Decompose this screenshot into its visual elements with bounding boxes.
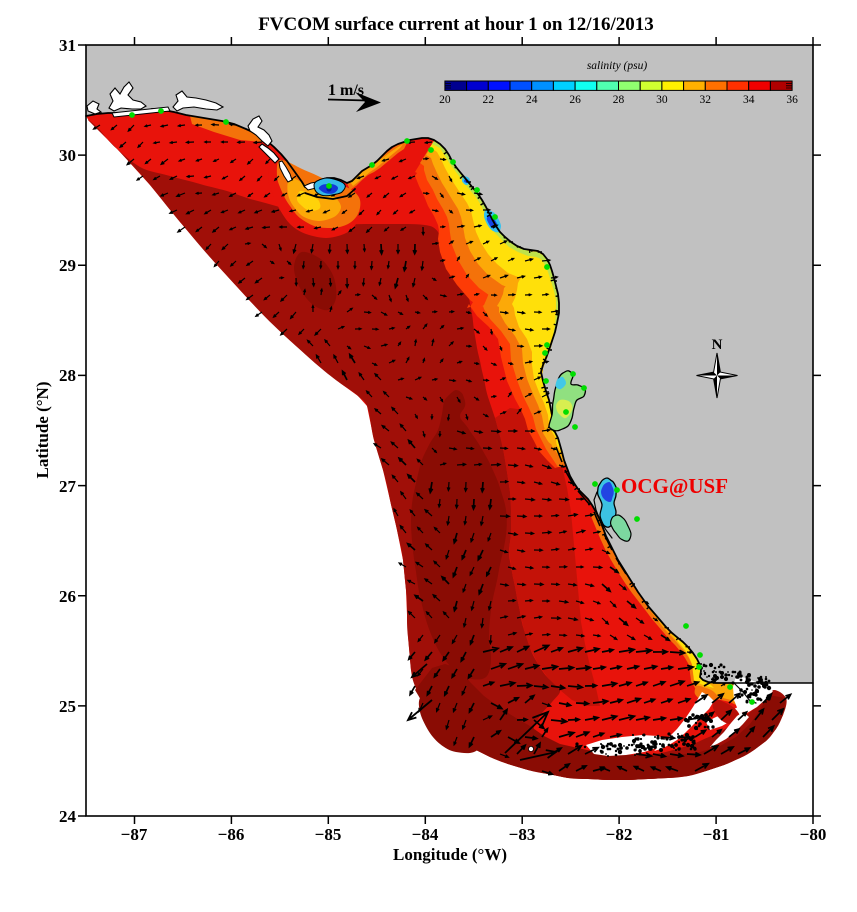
- svg-text:N: N: [712, 337, 723, 353]
- svg-text:32: 32: [700, 94, 712, 106]
- svg-text:FVCOM surface current at hour: FVCOM surface current at hour 1 on 12/16…: [258, 14, 654, 35]
- svg-text:34: 34: [743, 94, 755, 106]
- svg-text:Latitude (°N): Latitude (°N): [33, 382, 52, 479]
- svg-text:25: 25: [59, 697, 76, 716]
- svg-text:−80: −80: [800, 825, 827, 844]
- svg-text:27: 27: [59, 477, 77, 496]
- svg-text:26: 26: [569, 94, 581, 106]
- svg-text:−82: −82: [606, 825, 633, 844]
- svg-text:−85: −85: [315, 825, 342, 844]
- svg-text:29: 29: [59, 256, 76, 275]
- svg-text:20: 20: [439, 94, 451, 106]
- svg-text:31: 31: [59, 36, 76, 55]
- svg-text:1 m/s: 1 m/s: [328, 82, 364, 99]
- svg-text:salinity (psu): salinity (psu): [587, 60, 648, 72]
- svg-text:22: 22: [483, 94, 495, 106]
- svg-text:24: 24: [59, 807, 77, 826]
- svg-text:−87: −87: [121, 825, 148, 844]
- svg-text:28: 28: [59, 366, 76, 385]
- svg-text:36: 36: [786, 94, 798, 106]
- svg-text:−84: −84: [412, 825, 439, 844]
- svg-text:−83: −83: [509, 825, 536, 844]
- svg-text:−81: −81: [703, 825, 730, 844]
- svg-text:OCG@USF: OCG@USF: [621, 474, 728, 498]
- svg-text:24: 24: [526, 94, 538, 106]
- svg-text:28: 28: [613, 94, 625, 106]
- svg-text:30: 30: [656, 94, 668, 106]
- svg-text:−86: −86: [218, 825, 245, 844]
- svg-text:Longitude (°W): Longitude (°W): [393, 845, 507, 864]
- svg-text:26: 26: [59, 587, 76, 606]
- svg-text:30: 30: [59, 146, 76, 165]
